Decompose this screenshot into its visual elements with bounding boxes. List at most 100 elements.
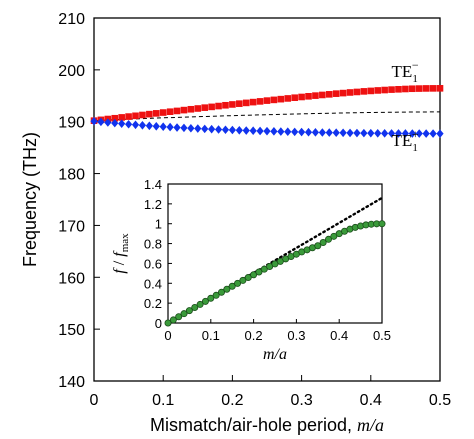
series-te1-plus-point	[166, 122, 174, 132]
inset-x-tick-label: 0.3	[287, 328, 305, 343]
series-te1-minus-point	[166, 108, 174, 116]
series-te1-plus-point	[131, 120, 140, 130]
series-te1-minus-point	[388, 86, 395, 93]
series-te1-plus-point	[367, 128, 375, 138]
series-te1-plus-point	[311, 128, 320, 137]
inset-y-label-f: f	[111, 267, 128, 274]
series-te1-plus-point	[422, 129, 430, 138]
inset-y-tick-label: 0.4	[144, 276, 162, 291]
inset-point	[223, 285, 231, 293]
inset-point	[217, 288, 225, 296]
series-te1-plus-point	[97, 117, 105, 127]
series-te1-minus-point	[249, 98, 257, 106]
series-te1-plus-point	[339, 128, 347, 138]
inset-y-tick-label: 0.2	[144, 296, 162, 311]
series-te1-minus-point	[381, 86, 388, 94]
inset-point	[250, 271, 258, 279]
inset-point	[234, 279, 242, 287]
series-te1-plus-point	[353, 128, 361, 138]
series-te1-plus-point	[159, 122, 167, 131]
series-te1-minus-point	[374, 87, 382, 94]
series-te1-minus-point	[215, 102, 222, 110]
series-te1-plus-point	[221, 125, 230, 135]
inset-y-label-sep: /	[111, 257, 128, 269]
series-te1-minus-point	[305, 93, 312, 100]
series-te1-plus-point	[173, 123, 181, 132]
series-te1-minus-point	[298, 93, 305, 101]
y-tick-label: 190	[58, 115, 85, 132]
series-te1-plus-point	[145, 121, 153, 131]
inset-y-tick-label: 0.8	[144, 237, 162, 252]
series-te1-plus-point	[152, 121, 160, 131]
series-te1-minus-point	[118, 114, 125, 121]
mode-annotation: TE1−	[392, 58, 419, 85]
series-te1-plus-point	[118, 119, 126, 128]
series-te1-minus-point	[201, 104, 209, 111]
series-te1-plus-point	[381, 129, 389, 138]
series-te1-minus-point	[132, 112, 139, 120]
inset-x-tick-label: 0.5	[373, 328, 391, 343]
series-te1-minus-point	[277, 95, 285, 103]
y-axis-label: Frequency (THz)	[20, 132, 40, 267]
series-te1-plus-point	[436, 129, 444, 138]
inset-point	[180, 310, 188, 318]
series-te1-minus-point	[152, 110, 160, 117]
y-tick-label: 210	[58, 11, 85, 28]
series-te1-plus-point	[228, 125, 236, 135]
series-te1-plus-point	[360, 128, 368, 138]
series-te1-minus-point	[291, 94, 298, 102]
mode-annotation: TE1+	[392, 127, 419, 154]
series-te1-minus-point	[415, 85, 423, 92]
inset-point	[255, 268, 263, 276]
inset-x-tick-label: 0.1	[202, 328, 220, 343]
inset-point	[175, 313, 183, 321]
series-te1-minus-point	[436, 85, 444, 92]
inset-point	[244, 274, 252, 282]
series-te1-plus-point	[270, 127, 278, 136]
series-te1-plus-point	[298, 127, 306, 137]
x-tick-label: 0.4	[360, 392, 382, 409]
y-tick-label: 200	[58, 63, 85, 80]
series-te1-minus-point	[346, 89, 354, 96]
mode-annotation-sub: 1	[412, 73, 418, 85]
series-te1-plus-point	[408, 129, 416, 138]
inset-x-axis-label: m/a	[263, 346, 287, 363]
series-te1-plus-point	[291, 127, 299, 137]
series-te1-plus-point	[249, 126, 257, 136]
inset-point	[228, 282, 236, 290]
series-te1-plus-point	[138, 120, 147, 130]
series-te1-plus-point	[111, 118, 119, 128]
series-te1-minus-point	[422, 85, 430, 92]
series-te1-minus-point	[194, 105, 202, 112]
series-te1-minus-point	[312, 92, 319, 99]
series-te1-plus-point	[415, 129, 423, 138]
series-te1-plus-point	[242, 126, 250, 135]
series-te1-plus-point	[180, 123, 188, 133]
inset-point	[201, 297, 209, 305]
series-te1-minus-point	[159, 109, 167, 116]
inset-point	[164, 319, 172, 327]
series-te1-minus-point	[284, 95, 292, 102]
inset-point	[314, 242, 322, 250]
series-te1-plus-point	[256, 126, 264, 136]
series-te1-minus-point	[236, 100, 243, 107]
series-te1-plus-point	[394, 129, 403, 138]
series-te1-minus-point	[208, 103, 215, 111]
series-te1-plus-point	[387, 129, 396, 138]
series-te1-plus-point	[125, 119, 133, 129]
series-te1-plus-point	[187, 123, 195, 133]
inset-y-tick-label: 0.6	[144, 256, 162, 271]
series-te1-minus-point	[256, 98, 264, 105]
series-te1-plus-point	[90, 116, 98, 126]
inset-point	[196, 300, 204, 308]
series-te1-plus-point	[201, 124, 209, 134]
series-te1-plus-point	[194, 124, 202, 133]
series-te1-plus-point	[318, 128, 326, 137]
main-plot-frame	[93, 17, 441, 382]
inset-y-axis-label: f / fmax	[111, 233, 131, 274]
series-te1-minus-point	[332, 90, 340, 97]
x-tick-label: 0.5	[429, 392, 451, 409]
series-te1-plus-point	[429, 129, 437, 138]
series-te1-minus-point	[125, 113, 132, 120]
